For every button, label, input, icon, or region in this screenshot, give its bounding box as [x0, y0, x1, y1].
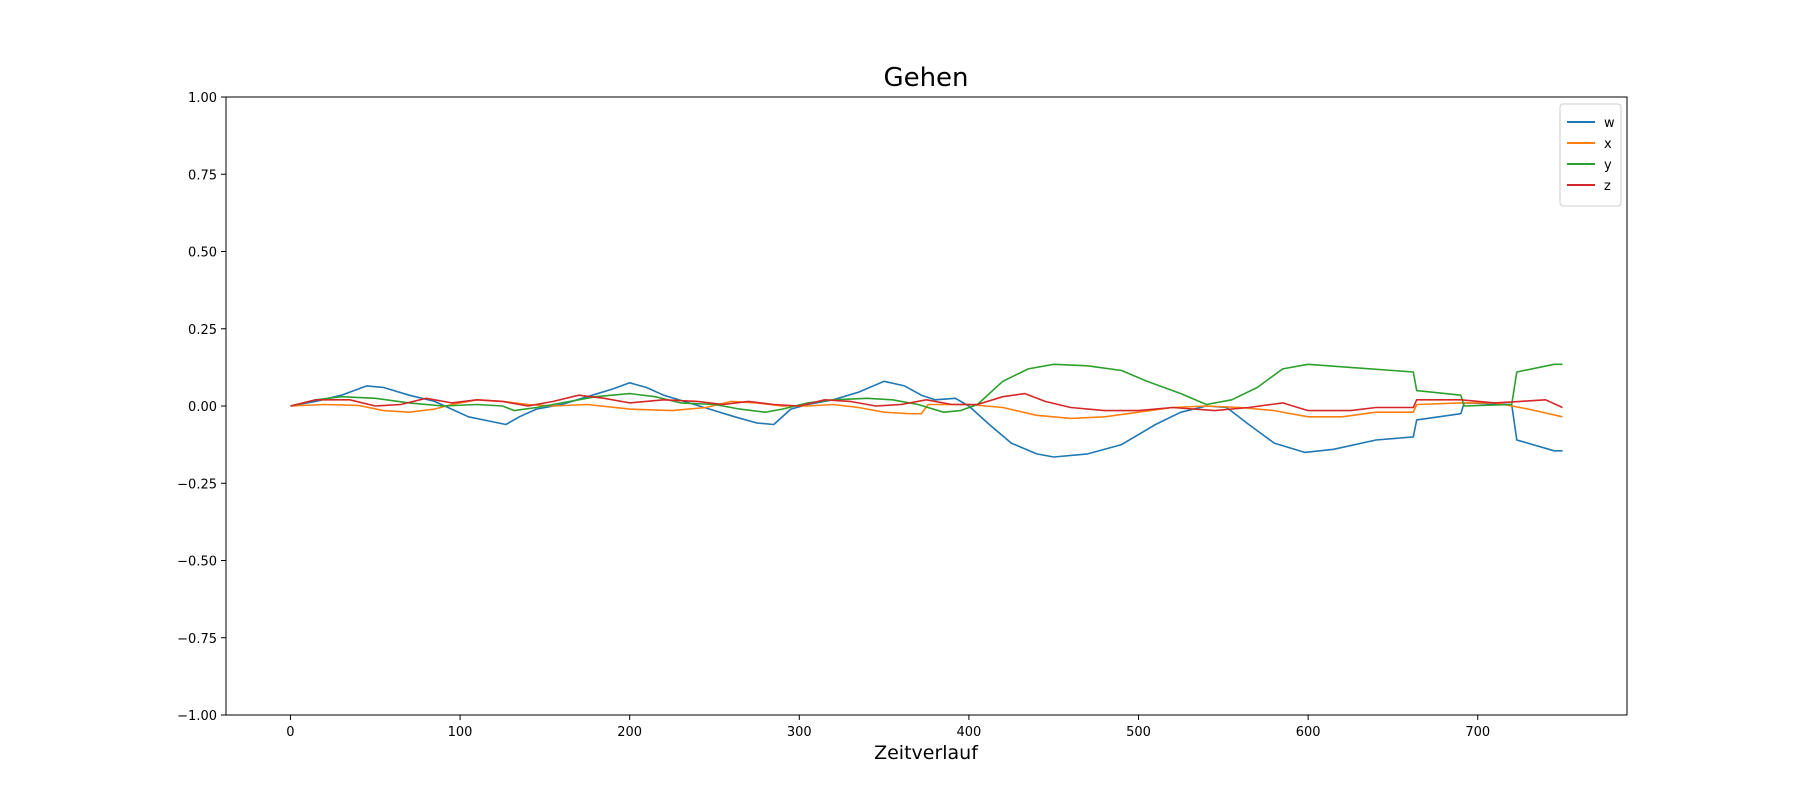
y-tick-label: 1.00 [188, 91, 217, 106]
y-tick-label: 0.50 [188, 246, 217, 261]
x-tick-label: 200 [617, 725, 642, 740]
y-tick-label: 0.75 [188, 168, 217, 183]
legend-label-z: z [1604, 179, 1611, 194]
series-line-w [290, 380, 1563, 458]
y-tick-label: −0.50 [177, 555, 217, 570]
x-tick-label: 600 [1296, 725, 1321, 740]
x-axis-label: Zeitverlauf [874, 742, 979, 764]
x-tick-label: 100 [448, 725, 473, 740]
x-tick-label: 0 [286, 725, 294, 740]
legend-label-x: x [1604, 137, 1612, 152]
y-tick-label: −0.25 [177, 477, 217, 492]
chart-title: Gehen [883, 63, 968, 93]
y-tick-label: −1.00 [177, 709, 217, 724]
series-line-z [290, 392, 1563, 412]
x-tick-label: 700 [1465, 725, 1490, 740]
legend-box [1559, 103, 1622, 207]
x-tick-label: 300 [787, 725, 812, 740]
y-tick-label: 0.25 [188, 323, 217, 338]
legend-label-y: y [1604, 158, 1612, 173]
x-tick-label: 500 [1126, 725, 1151, 740]
y-tick-label: −0.75 [177, 632, 217, 647]
plot-area: 0 100 200 300 400 500 600 700 1.00 0.75 0.50 0.25 0.… [177, 91, 1628, 740]
x-tick-label: 400 [956, 725, 981, 740]
series-line-y [290, 363, 1563, 413]
legend-label-w: w [1604, 116, 1615, 131]
y-tick-label: 0.00 [188, 400, 217, 415]
